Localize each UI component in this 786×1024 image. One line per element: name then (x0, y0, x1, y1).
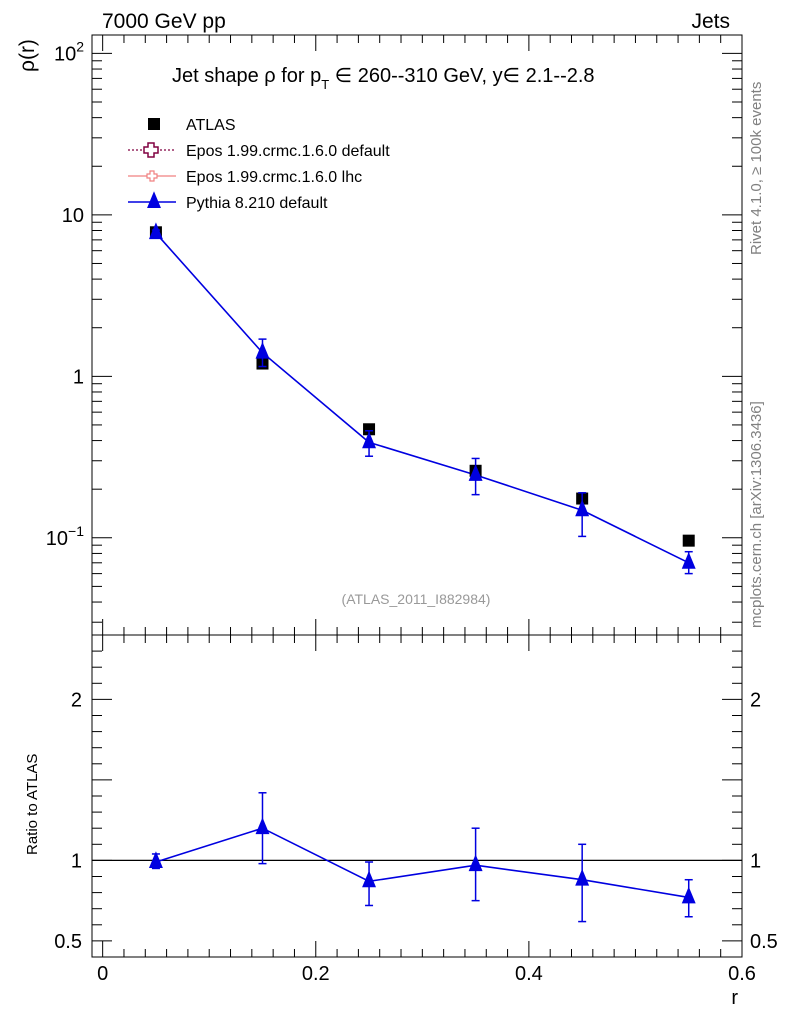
chart-title-rest: ∈ 260--310 GeV, y∈ 2.1--2.8 (329, 65, 594, 87)
main-y-tick-label: 10−1 (46, 523, 84, 550)
pythia-point (255, 341, 270, 359)
ratio-pythia-line (155, 827, 689, 899)
ratio-pythia-point (255, 817, 270, 835)
legend-pythia-marker (147, 191, 161, 208)
x-tick-label: 0 (97, 963, 108, 985)
chart-title-subscript: T (321, 77, 329, 92)
legend-label: Pythia 8.210 default (186, 195, 328, 212)
ratio-y-axis-label: Ratio to ATLAS (24, 754, 41, 855)
pythia-point (148, 222, 163, 240)
ratio-y-axis: 0.5 0.5 1 1 2 2 (54, 650, 778, 953)
atlas-point (363, 423, 376, 436)
ratio-y-tick-label-right: 0.5 (750, 931, 778, 953)
header-category-label: Jets (691, 10, 730, 33)
x-tick-label: 0.6 (728, 963, 756, 985)
pythia-point (468, 464, 483, 481)
chart-title: Jet shape ρ for pT ∈ 260--310 GeV, y∈ 2.… (172, 65, 595, 92)
main-y-tick-label-exponent: −1 (68, 523, 84, 539)
main-y-tick-label-base: 10 (54, 43, 76, 65)
ratio-panel-frame (91, 634, 743, 958)
main-y-tick-label: 102 (54, 38, 84, 65)
main-y-axis-label: ρ(r) (16, 39, 39, 72)
legend: ATLAS Epos 1.99.crmc.1.6.0 default Epos 1.… (128, 117, 390, 212)
mcplots-source-label: mcplots.cern.ch [arXiv:1306.3436] (748, 401, 765, 628)
pythia-point (575, 499, 590, 517)
ratio-pythia-point (681, 886, 696, 904)
ratio-y-tick-label-right: 2 (750, 689, 761, 711)
legend-epos-default-marker (143, 142, 159, 158)
analysis-watermark: (ATLAS_2011_I882984) (342, 591, 491, 607)
ratio-pythia-point (148, 851, 163, 868)
ratio-data-layer (92, 792, 742, 923)
pythia-line (155, 232, 690, 564)
legend-label: ATLAS (186, 117, 236, 134)
ratio-pythia-point (468, 854, 483, 872)
x-tick-label: 0.2 (302, 963, 330, 985)
x-axis-label: r (731, 987, 738, 1009)
ratio-y-tick-label: 0.5 (54, 931, 82, 953)
main-y-tick-label: 1 (73, 366, 84, 388)
atlas-point (682, 534, 695, 547)
x-tick-label: 0.4 (515, 963, 543, 985)
header-energy-label: 7000 GeV pp (102, 10, 226, 33)
main-y-tick-label-base: 10 (46, 528, 68, 550)
rivet-version-label: Rivet 4.1.0, ≥ 100k events (748, 82, 765, 255)
legend-label: Epos 1.99.crmc.1.6.0 lhc (186, 169, 362, 186)
x-axis: 0 0.2 0.4 0.6 (97, 35, 756, 985)
main-y-tick-label: 10 (62, 205, 84, 227)
ratio-y-tick-label: 2 (71, 689, 82, 711)
pythia-point (362, 431, 377, 449)
ratio-pythia-point (362, 870, 377, 888)
ratio-y-tick-label: 1 (71, 850, 82, 872)
ratio-pythia-point (575, 868, 590, 886)
legend-epos-lhc-marker (146, 170, 158, 182)
legend-atlas-marker (148, 118, 160, 130)
main-data-layer (148, 222, 696, 575)
legend-label: Epos 1.99.crmc.1.6.0 default (186, 143, 390, 160)
ratio-y-tick-label-right: 1 (750, 850, 761, 872)
main-y-tick-label-exponent: 2 (76, 38, 84, 54)
chart-title-main: Jet shape ρ for p (172, 65, 321, 87)
pythia-point (681, 552, 696, 569)
